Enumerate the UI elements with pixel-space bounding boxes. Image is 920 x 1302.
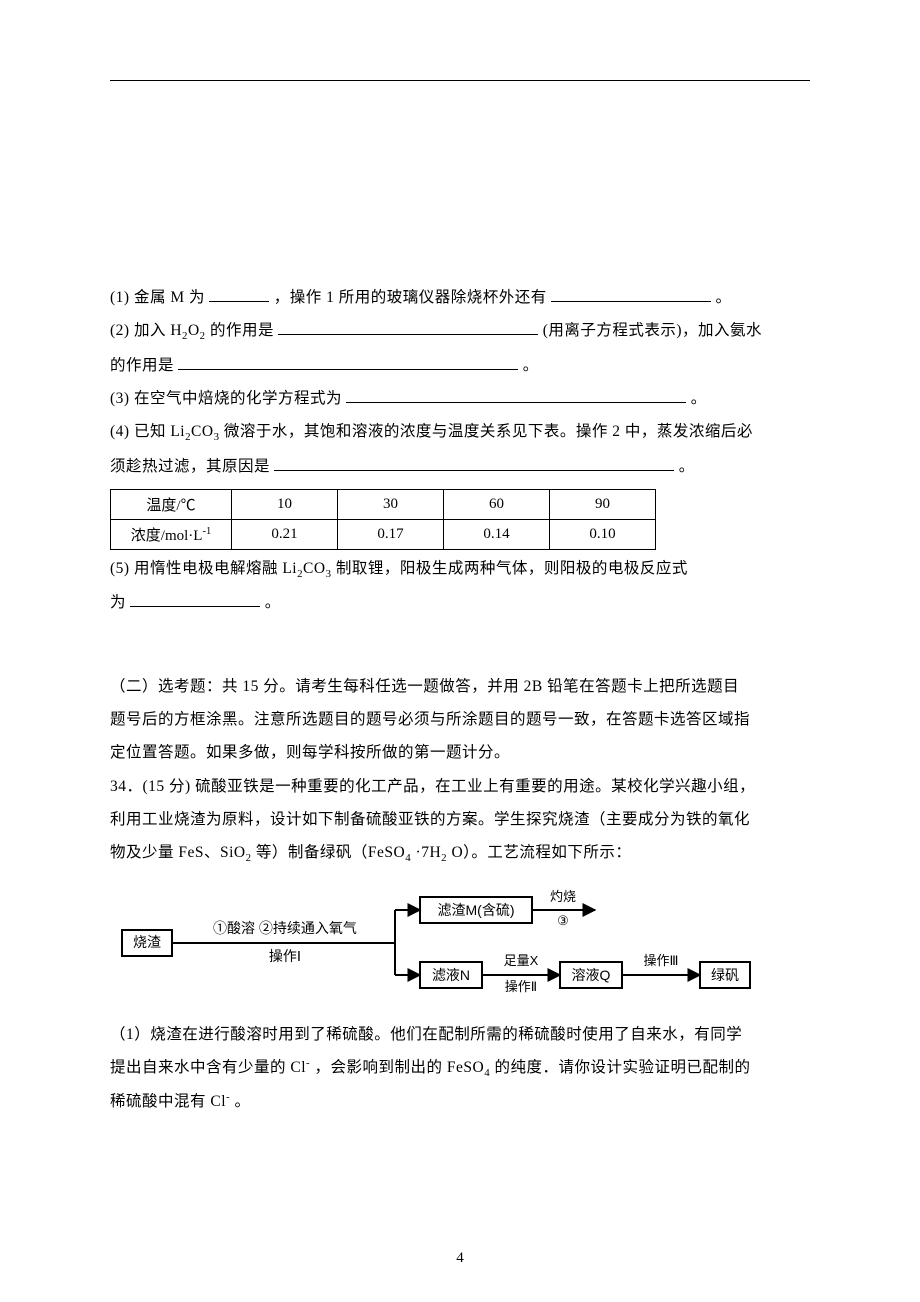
q34-l1: 34．(15 分) 硫酸亚铁是一种重要的化工产品，在工业上有重要的用途。某校化学…: [110, 770, 810, 803]
q3-prefix: (3) 在空气中焙烧的化学方程式为: [110, 390, 346, 407]
t: 稀硫酸中混有 Cl: [110, 1093, 226, 1110]
q5-co: CO: [303, 560, 326, 577]
section2-p3: 定位置答题。如果多做，则每学科按所做的第一题计分。: [110, 736, 810, 769]
sup: -: [306, 1057, 310, 1069]
q4-l2: 须趁热过滤，其原因是: [110, 458, 274, 475]
q34-1-l1: （1）烧渣在进行酸溶时用到了稀硫酸。他们在配制所需的稀硫酸时使用了自来水，有同学: [110, 1018, 810, 1051]
q34-l3b: 等）制备绿矾（FeSO: [256, 844, 405, 861]
q4-end: 。: [679, 458, 695, 475]
q2-paren: (用离子方程式表示)，加入氨水: [543, 322, 762, 339]
t: 提出自来水中含有少量的 Cl: [110, 1059, 306, 1076]
lbl-op3: 操作Ⅲ: [644, 953, 679, 968]
q2-end: 。: [523, 357, 539, 374]
lbl-lvfan: 绿矾: [711, 967, 739, 983]
lbl-op2: 操作Ⅱ: [505, 979, 537, 994]
process-flowchart: 烧渣 ①酸溶 ②持续通入氧气 操作Ⅰ 滤渣M(含硫) 灼烧 ③ 滤液N 足量X …: [120, 885, 810, 1000]
lbl-rongyeQ: 溶液Q: [572, 967, 611, 983]
td-label: 浓度/mol·L-1: [111, 520, 232, 550]
lbl-lvyeN: 滤液N: [432, 967, 470, 983]
q34-l2: 利用工业烧渣为原料，设计如下制备硫酸亚铁的方案。学生探究烧渣（主要成分为铁的氧化: [110, 803, 810, 836]
q34-l3a: 物及少量 FeS、SiO: [110, 844, 246, 861]
sub: 3: [214, 431, 220, 443]
blank: [178, 353, 518, 370]
lbl-lvzhaM: 滤渣M(含硫): [438, 902, 515, 918]
t: ，会影响到制出的 FeSO: [315, 1059, 485, 1076]
q34-l3d: O）。工艺流程如下所示：: [451, 844, 631, 861]
q4-l1a: (4) 已知 Li: [110, 423, 185, 440]
td: 0.21: [232, 520, 338, 550]
th: 90: [550, 490, 656, 520]
sub: 2: [200, 330, 206, 342]
section2-p2: 题号后的方框涂黑。注意所选题目的题号必须与所涂题目的题号一致，在答题卡选答区域指: [110, 703, 810, 736]
table-row: 温度/℃ 10 30 60 90: [111, 490, 656, 520]
lbl-shaozha: 烧渣: [133, 934, 161, 950]
th: 60: [444, 490, 550, 520]
sup: -1: [202, 526, 211, 537]
q34-l3c: ·7H: [416, 844, 442, 861]
question-3: (3) 在空气中焙烧的化学方程式为 。: [110, 382, 810, 415]
q34-1-l2: 提出自来水中含有少量的 Cl- ，会影响到制出的 FeSO4 的纯度．请你设计实…: [110, 1051, 810, 1085]
lbl-zhuoshao: 灼烧: [550, 889, 576, 904]
th-temp: 温度/℃: [111, 490, 232, 520]
q5-end: 。: [265, 594, 281, 611]
question-4-line2: 须趁热过滤，其原因是 。: [110, 450, 810, 483]
sub: 2: [246, 852, 252, 864]
sub: 2: [441, 852, 447, 864]
q2-prefix: (2) 加入 H: [110, 322, 182, 339]
row-label: 浓度/mol·L: [131, 528, 203, 544]
lbl-op1-bottom: 操作Ⅰ: [269, 948, 301, 964]
top-rule: [110, 80, 810, 81]
td: 0.10: [550, 520, 656, 550]
blank: [551, 286, 711, 303]
question-2-line2: 的作用是 。: [110, 349, 810, 382]
blank: [278, 319, 538, 336]
spacer: [110, 620, 810, 670]
q34-1-l3: 稀硫酸中混有 Cl- 。: [110, 1085, 810, 1118]
sup: -: [226, 1091, 230, 1103]
question-5-line1: (5) 用惰性电极电解熔融 Li2CO3 制取锂，阳极生成两种气体，则阳极的电极…: [110, 552, 810, 586]
q1-mid: ，操作 1 所用的玻璃仪器除烧杯外还有: [274, 289, 551, 306]
question-2-line1: (2) 加入 H2O2 的作用是 (用离子方程式表示)，加入氨水: [110, 314, 810, 348]
question-4-line1: (4) 已知 Li2CO3 微溶于水，其饱和溶液的浓度与温度关系见下表。操作 2…: [110, 415, 810, 449]
q5-l2: 为: [110, 594, 130, 611]
t: 。: [235, 1093, 251, 1110]
blank: [209, 286, 269, 303]
table-row: 浓度/mol·L-1 0.21 0.17 0.14 0.10: [111, 520, 656, 550]
lbl-zuliangX: 足量X: [504, 953, 539, 968]
page-number: 4: [0, 1250, 920, 1267]
lbl-circle3: ③: [557, 913, 569, 928]
q2-after: 的作用是: [210, 322, 278, 339]
question-1: (1) 金属 M 为 ，操作 1 所用的玻璃仪器除烧杯外还有 。: [110, 281, 810, 314]
th: 30: [338, 490, 444, 520]
q4-co: CO: [191, 423, 214, 440]
q5-l1a: (5) 用惰性电极电解熔融 Li: [110, 560, 297, 577]
sub: 4: [484, 1067, 490, 1079]
q4-l1b: 微溶于水，其饱和溶液的浓度与温度关系见下表。操作 2 中，蒸发浓缩后必: [224, 423, 753, 440]
question-5-line2: 为 。: [110, 586, 810, 619]
sub: 2: [182, 330, 188, 342]
q5-l1b: 制取锂，阳极生成两种气体，则阳极的电极反应式: [336, 560, 688, 577]
q3-end: 。: [691, 390, 707, 407]
q34-l3: 物及少量 FeS、SiO2 等）制备绿矾（FeSO4 ·7H2 O）。工艺流程如…: [110, 836, 810, 870]
blank: [130, 591, 260, 608]
q1-prefix: (1) 金属 M 为: [110, 289, 209, 306]
q2-l2pre: 的作用是: [110, 357, 178, 374]
section2-p1: （二）选考题：共 15 分。请考生每科任选一题做答，并用 2B 铅笔在答题卡上把…: [110, 670, 810, 703]
t: 的纯度．请你设计实验证明已配制的: [495, 1059, 751, 1076]
solubility-table: 温度/℃ 10 30 60 90 浓度/mol·L-1 0.21 0.17 0.…: [110, 489, 656, 550]
lbl-op1-top: ①酸溶 ②持续通入氧气: [213, 920, 357, 936]
td: 0.14: [444, 520, 550, 550]
th: 10: [232, 490, 338, 520]
sub: 3: [326, 568, 332, 580]
blank: [274, 454, 674, 471]
td: 0.17: [338, 520, 444, 550]
q1-end: 。: [716, 289, 732, 306]
blank: [346, 387, 686, 404]
sub: 4: [405, 852, 411, 864]
